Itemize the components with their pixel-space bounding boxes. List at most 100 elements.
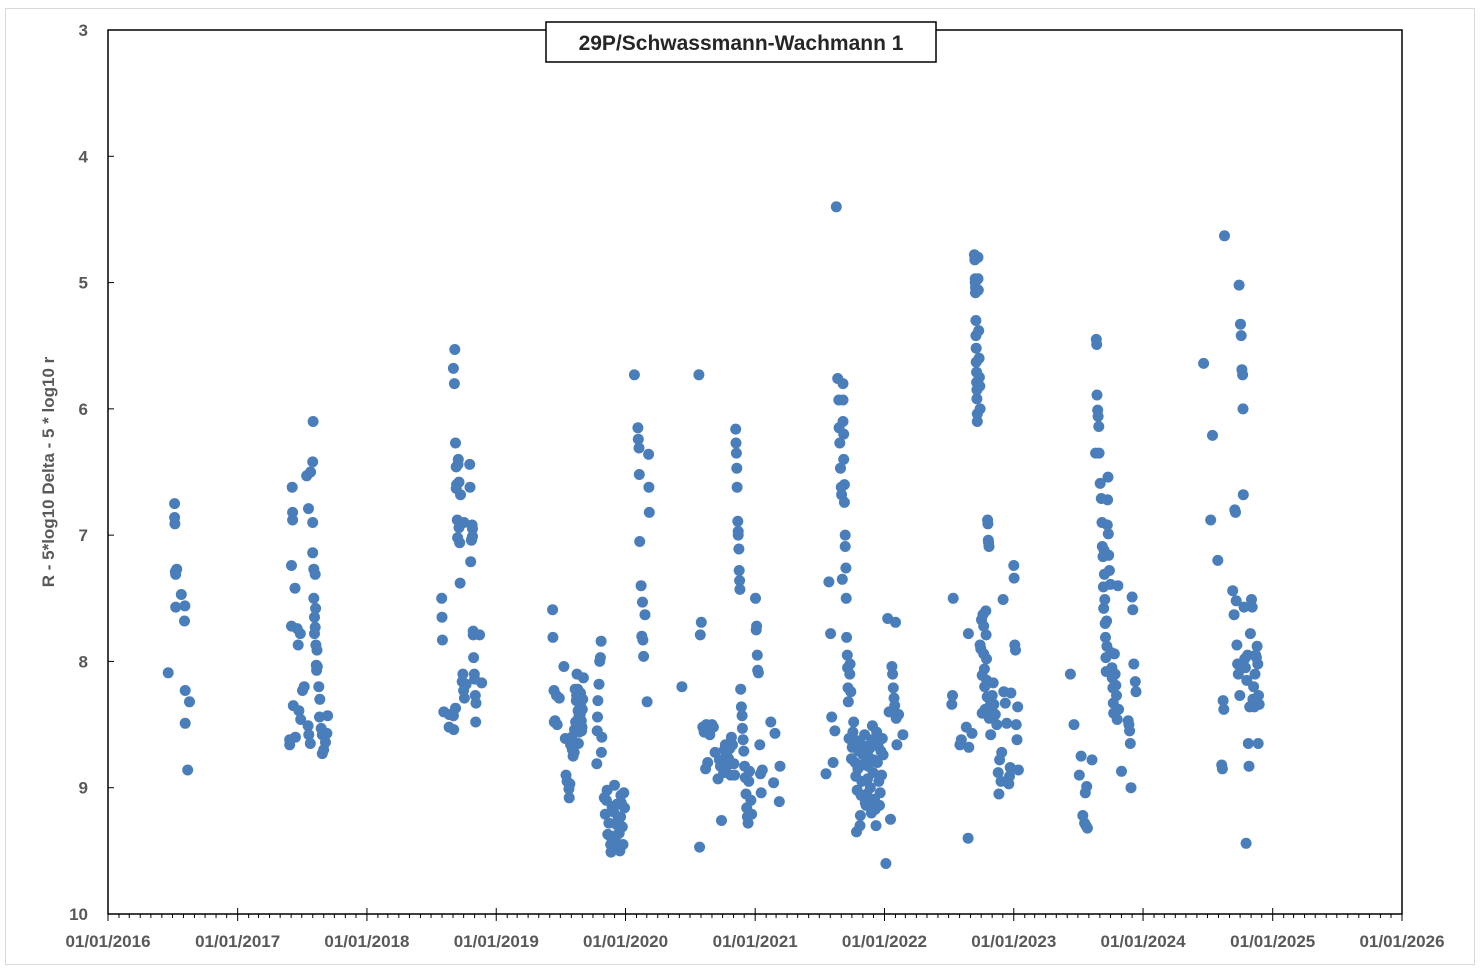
data-point <box>962 628 974 640</box>
data-point <box>1091 339 1103 350</box>
data-point <box>179 615 190 627</box>
data-point <box>637 596 648 608</box>
data-point <box>746 808 758 820</box>
x-tick-label: 01/01/2016 <box>65 932 150 951</box>
data-point <box>1239 662 1251 674</box>
y-tick-label: 7 <box>79 526 88 545</box>
data-point <box>454 537 466 549</box>
data-point <box>1198 357 1210 369</box>
data-point <box>307 456 319 468</box>
data-point <box>727 739 738 751</box>
data-point <box>1102 471 1114 483</box>
data-point <box>1086 754 1098 766</box>
data-point <box>871 757 883 768</box>
data-point <box>615 811 627 823</box>
data-point <box>729 769 741 781</box>
data-point <box>890 616 901 628</box>
data-point <box>974 403 986 415</box>
x-tick-label: 01/01/2023 <box>971 932 1056 951</box>
data-point <box>1235 318 1246 330</box>
data-point <box>564 778 576 790</box>
data-point <box>1093 447 1105 459</box>
data-point <box>1111 690 1122 701</box>
data-point <box>946 698 958 710</box>
data-point <box>829 725 841 737</box>
data-point <box>635 580 647 592</box>
data-point <box>885 813 896 825</box>
data-point <box>730 423 742 435</box>
data-point <box>1129 676 1141 688</box>
data-point <box>309 621 321 633</box>
plot-area <box>107 29 1403 915</box>
data-point <box>774 760 786 772</box>
data-point <box>842 696 854 708</box>
data-point <box>311 661 323 672</box>
x-axis: 01/01/2016 01/01/2017 01/01/2018 01/01/2019… <box>65 908 1445 951</box>
data-point <box>313 681 325 693</box>
data-point <box>307 517 319 528</box>
data-point <box>1103 549 1115 561</box>
data-point <box>734 575 746 587</box>
data-point <box>707 721 719 733</box>
data-point <box>1205 514 1217 526</box>
data-point <box>1110 679 1122 691</box>
data-point <box>880 858 892 869</box>
data-point <box>1218 703 1230 715</box>
data-point <box>1212 554 1224 566</box>
data-point <box>184 696 195 708</box>
data-point <box>825 628 837 640</box>
data-point <box>618 787 630 799</box>
data-point <box>963 741 975 753</box>
data-point <box>553 692 565 704</box>
data-point <box>1252 658 1264 670</box>
data-point <box>750 592 761 604</box>
data-point <box>986 690 998 701</box>
data-point <box>1253 690 1264 701</box>
data-point <box>1234 690 1246 701</box>
data-point <box>293 705 305 717</box>
data-point <box>981 653 992 665</box>
data-point <box>476 677 488 689</box>
data-point <box>450 702 461 714</box>
data-point <box>991 719 1003 731</box>
data-point <box>768 777 780 789</box>
data-point <box>1237 489 1249 501</box>
y-tick-label: 3 <box>79 21 88 40</box>
data-point <box>973 371 985 383</box>
data-point <box>321 727 333 739</box>
data-point <box>734 583 746 595</box>
data-point <box>773 796 785 808</box>
data-point <box>1228 609 1240 621</box>
data-point <box>294 628 306 640</box>
data-point <box>732 529 744 541</box>
data-point <box>1102 494 1114 506</box>
data-point <box>1219 230 1230 242</box>
data-point <box>970 342 982 354</box>
data-point <box>735 701 747 713</box>
data-point <box>1109 668 1121 680</box>
data-point <box>436 611 448 623</box>
data-point <box>845 686 857 698</box>
data-point <box>837 416 849 427</box>
data-point <box>823 576 835 588</box>
data-point <box>978 663 990 675</box>
data-point <box>972 284 984 296</box>
data-point <box>1012 701 1024 713</box>
data-point <box>827 757 839 768</box>
data-point <box>876 733 888 744</box>
data-points <box>162 201 1265 869</box>
data-point <box>702 757 714 768</box>
data-point <box>1010 644 1021 656</box>
data-point <box>988 698 1000 710</box>
data-point <box>736 722 748 734</box>
data-point <box>971 393 983 405</box>
x-tick-label: 01/01/2022 <box>842 932 927 951</box>
data-point <box>732 515 744 527</box>
data-point <box>1068 719 1080 731</box>
data-point <box>837 394 849 406</box>
data-point <box>572 738 584 749</box>
data-point <box>1248 681 1260 693</box>
data-point <box>1244 628 1256 640</box>
data-point <box>632 422 644 434</box>
data-point <box>1230 506 1241 518</box>
